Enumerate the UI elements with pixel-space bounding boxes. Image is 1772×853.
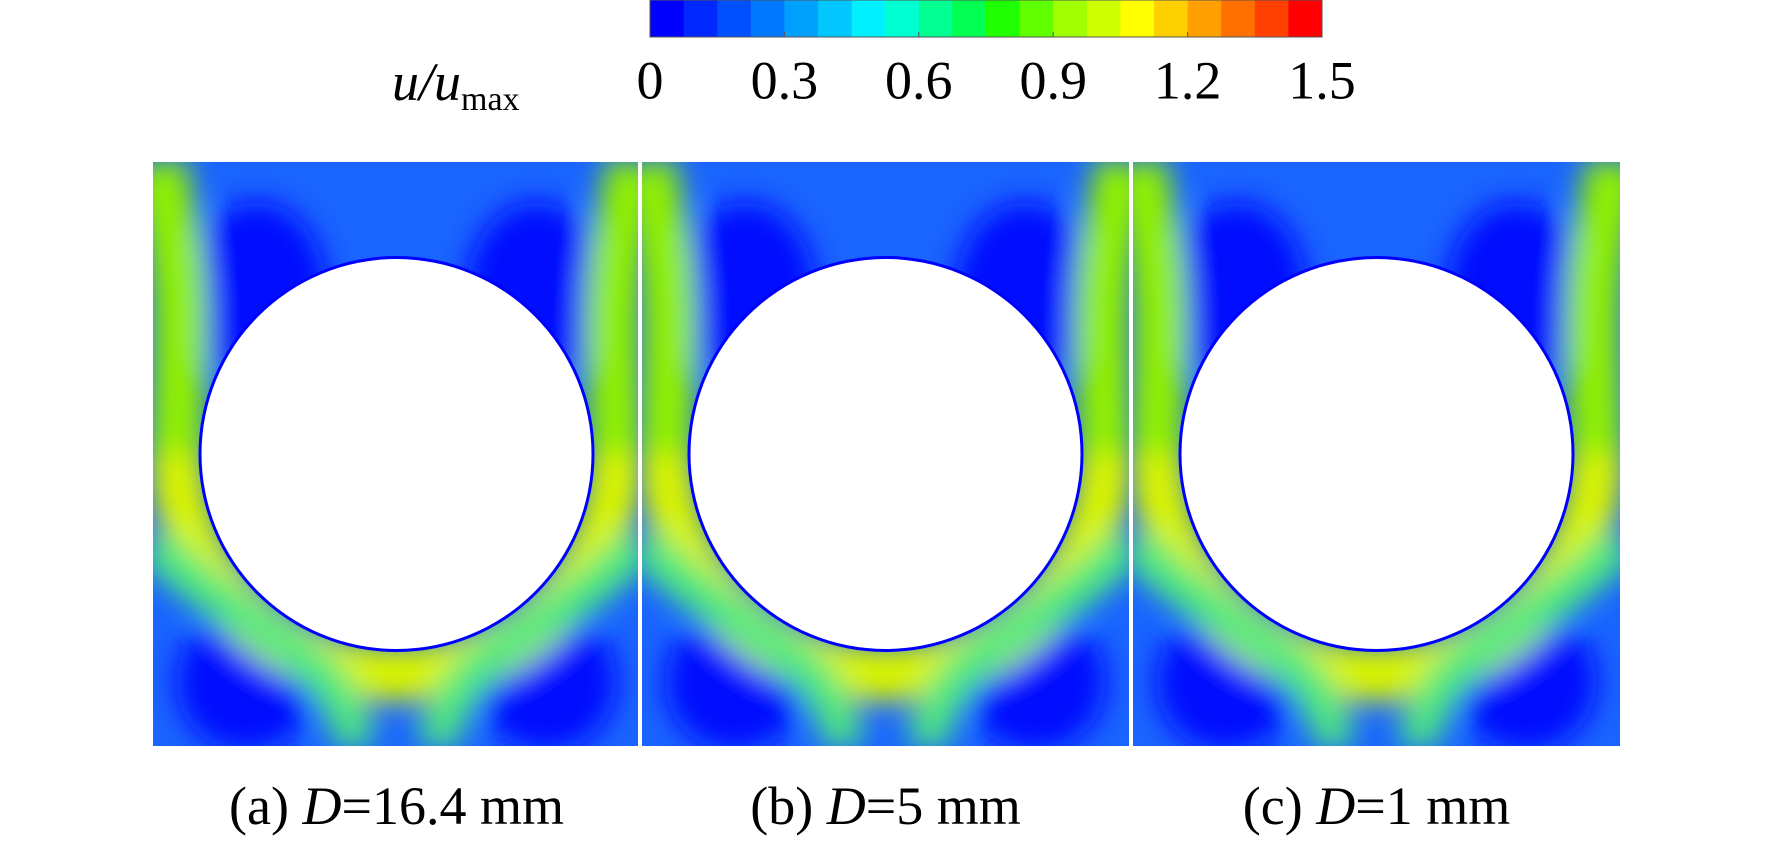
separator — [1129, 162, 1133, 746]
high-band — [642, 528, 866, 746]
field-blur — [642, 162, 1129, 746]
high-band — [586, 162, 640, 455]
contour-panel — [1133, 162, 1620, 746]
colorbar-band — [1086, 0, 1121, 37]
colorbar-band — [1288, 0, 1323, 37]
colorbar-band — [1221, 0, 1256, 37]
high-band — [1133, 162, 1187, 455]
colorbar-band — [650, 0, 685, 37]
panel-caption: (c) D=1 mm — [1243, 776, 1510, 836]
high-band — [642, 453, 1129, 702]
colorbar-frame — [649, 0, 1323, 38]
colorbar-tick-label: 1.2 — [1154, 50, 1222, 110]
colorbar-label-sub: max — [461, 81, 520, 118]
separator — [638, 162, 642, 746]
high-band — [905, 528, 1129, 746]
colorbar-band — [1187, 0, 1222, 37]
cylinder — [690, 259, 1081, 649]
cylinder — [1181, 259, 1572, 649]
colorbar-tick-label: 0.3 — [751, 50, 819, 110]
colorbar-tick-label: 0 — [637, 50, 664, 110]
high-band — [416, 528, 640, 746]
colorbar-band — [1120, 0, 1155, 37]
colorbar-tick-label: 0.6 — [885, 50, 953, 110]
colorbar-band — [986, 0, 1021, 37]
high-band — [1133, 453, 1620, 702]
colorbar-label-main: u/u — [392, 52, 461, 112]
colorbar-band — [818, 0, 853, 37]
high-band — [153, 453, 640, 702]
panel-caption: (a) D=16.4 mm — [229, 776, 564, 836]
caption-prefix: (b) — [750, 776, 826, 836]
colorbar-tick-label: 1.5 — [1288, 50, 1356, 110]
caption-rest: =5 mm — [866, 776, 1021, 836]
colorbar-band — [885, 0, 920, 37]
colorbar-label: u/umax — [392, 52, 520, 117]
colorbar-band — [717, 0, 752, 37]
colorbar-band — [1254, 0, 1289, 37]
field-blur — [1133, 162, 1620, 746]
panel-caption: (b) D=5 mm — [750, 776, 1020, 836]
high-band — [1566, 162, 1620, 455]
caption-prefix: (c) — [1243, 776, 1316, 836]
colorbar-band — [952, 0, 987, 37]
high-band — [153, 162, 207, 455]
caption-rest: =1 mm — [1355, 776, 1510, 836]
caption-rest: =16.4 mm — [341, 776, 563, 836]
caption-prefix: (a) — [229, 776, 302, 836]
colorbar-band — [918, 0, 953, 37]
colorbar-tick-label: 0.9 — [1019, 50, 1087, 110]
caption-symbol: D — [1315, 776, 1355, 836]
colorbar-band — [683, 0, 718, 37]
caption-symbol: D — [301, 776, 341, 836]
high-band — [1396, 528, 1620, 746]
cylinder — [201, 259, 592, 649]
contour-panel — [153, 162, 640, 746]
high-band — [642, 162, 696, 455]
colorbar-band — [1019, 0, 1054, 37]
high-band — [1075, 162, 1129, 455]
contour-panel — [642, 162, 1129, 746]
colorbar-band — [1053, 0, 1088, 37]
high-band — [1133, 528, 1357, 746]
colorbar-band — [1154, 0, 1189, 37]
colorbar-band — [851, 0, 886, 37]
caption-symbol: D — [826, 776, 866, 836]
colorbar-band — [784, 0, 819, 37]
high-band — [153, 528, 377, 746]
colorbar-band — [750, 0, 785, 37]
